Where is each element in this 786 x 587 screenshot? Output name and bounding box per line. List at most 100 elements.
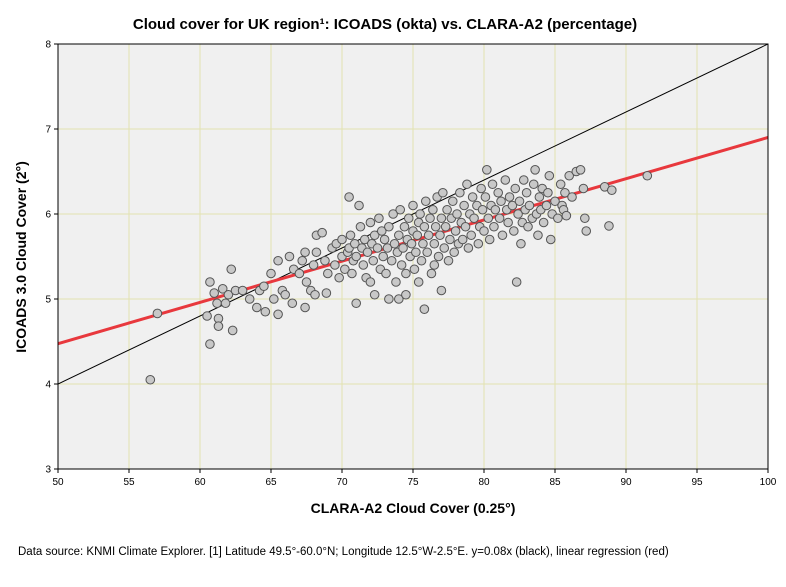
data-point [396, 260, 407, 270]
data-point [384, 221, 394, 232]
data-point [212, 298, 222, 309]
data-point [509, 226, 519, 236]
data-point [430, 221, 441, 232]
data-point [217, 284, 228, 294]
data-point [386, 255, 397, 266]
data-point [466, 230, 477, 241]
data-point [534, 192, 545, 202]
data-point [477, 204, 488, 215]
data-point [259, 281, 269, 292]
x-tick-label: 60 [194, 477, 206, 488]
data-point [463, 243, 474, 253]
data-point [394, 294, 404, 304]
x-axis: 50 55 60 65 70 75 80 85 90 95 100 [52, 469, 777, 488]
data-point [438, 187, 448, 198]
data-point [395, 204, 406, 215]
data-point [578, 183, 589, 194]
data-point [355, 221, 366, 232]
data-point [419, 221, 430, 232]
y-tick-label: 4 [45, 380, 51, 391]
data-point [469, 213, 479, 224]
data-point [518, 175, 529, 185]
data-point [297, 255, 308, 266]
data-point [408, 200, 418, 211]
data-point [389, 238, 400, 249]
y-tick-label: 3 [45, 465, 51, 476]
data-point [580, 213, 590, 224]
data-point [337, 234, 347, 245]
data-point [347, 268, 357, 279]
data-point [374, 213, 384, 224]
data-point [484, 234, 495, 245]
reference-line-y-0.08x [58, 44, 768, 385]
data-point [354, 200, 364, 211]
data-point [244, 294, 255, 304]
data-point [436, 285, 447, 296]
data-point [381, 268, 391, 279]
data-point [473, 238, 484, 249]
data-point [320, 255, 330, 266]
data-point [524, 200, 535, 211]
data-point [358, 260, 369, 270]
data-point [399, 221, 410, 232]
data-point [467, 192, 478, 202]
data-point [368, 255, 379, 266]
data-point [567, 192, 577, 202]
data-point [209, 288, 219, 298]
x-tick-label: 100 [760, 477, 777, 488]
data-point [419, 304, 430, 315]
data-point [269, 294, 279, 304]
chart-title: Cloud cover for UK region¹: ICOADS (okta… [133, 16, 637, 33]
data-point [345, 230, 356, 241]
x-tick-label: 75 [407, 477, 419, 488]
data-point [429, 238, 440, 249]
data-point [340, 264, 350, 275]
data-point [251, 302, 262, 313]
data-point [528, 179, 539, 190]
data-point [604, 221, 614, 231]
data-point [445, 234, 455, 245]
data-point [379, 234, 390, 245]
data-point [503, 217, 513, 228]
data-point [514, 196, 525, 207]
data-point [369, 289, 380, 300]
data-point [323, 268, 333, 279]
data-point [310, 289, 320, 300]
data-point [362, 247, 373, 258]
data-point [436, 213, 447, 224]
data-point [439, 243, 450, 253]
data-point [365, 217, 376, 228]
data-point [394, 230, 404, 241]
data-point [280, 289, 291, 300]
data-point [413, 277, 424, 287]
x-tick-label: 80 [478, 477, 490, 488]
data-point [300, 247, 310, 258]
data-point [273, 255, 283, 266]
data-point [544, 170, 555, 181]
data-point [462, 179, 472, 190]
y-tick-label: 8 [45, 40, 51, 51]
data-point [523, 221, 533, 232]
data-point [344, 192, 354, 202]
y-tick-label: 5 [45, 295, 51, 306]
y-tick-label: 6 [45, 210, 51, 221]
x-axis-title: CLARA-A2 Cloud Cover (0.25°) [311, 500, 516, 516]
data-point [494, 213, 505, 224]
y-axis: 3 4 5 6 7 8 [45, 40, 58, 476]
x-tick-label: 95 [691, 477, 703, 488]
data-point [440, 221, 451, 232]
data-point [479, 226, 489, 236]
data-point [351, 251, 362, 262]
data-point [420, 196, 431, 207]
data-point [564, 170, 575, 181]
data-point [581, 226, 592, 236]
data-point [476, 183, 486, 194]
data-point [460, 221, 471, 232]
data-point [483, 213, 494, 224]
data-point [516, 238, 526, 249]
data-point [391, 277, 401, 287]
data-point [530, 165, 540, 175]
data-point [334, 272, 344, 283]
data-point [550, 196, 560, 207]
data-point [543, 187, 553, 198]
